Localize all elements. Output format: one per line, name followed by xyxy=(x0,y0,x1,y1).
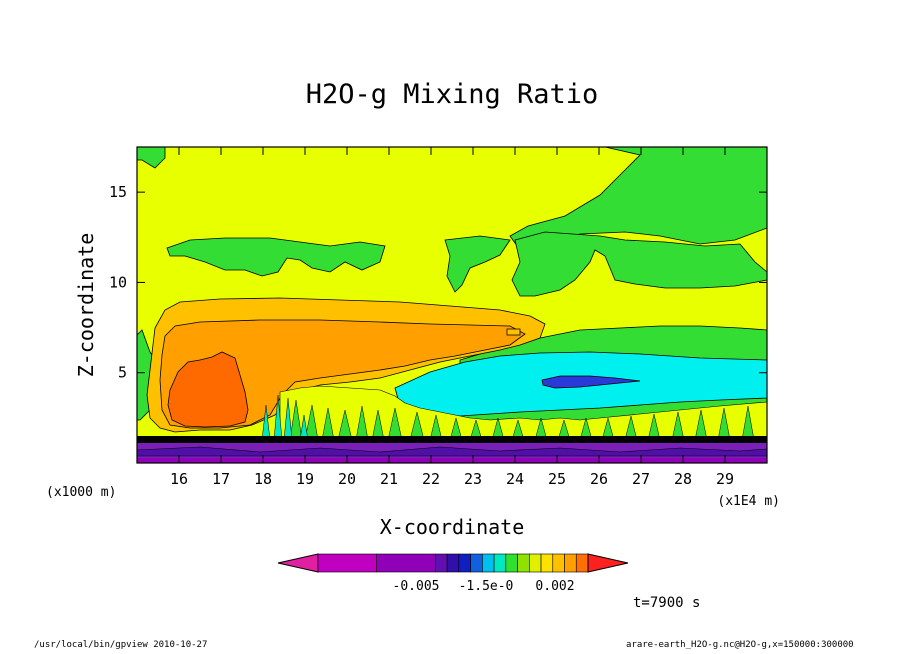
y-tick-label: 10 xyxy=(109,273,127,291)
colorbar-max-arrow xyxy=(587,553,629,573)
colorbar-segment xyxy=(470,553,483,573)
x-tick-label: 20 xyxy=(338,470,356,488)
colorbar-label: -0.005 xyxy=(393,579,440,594)
x-tick-label: 26 xyxy=(590,470,608,488)
colorbar xyxy=(277,553,629,573)
colorbar-label: 0.002 xyxy=(535,579,574,594)
colorbar-segment xyxy=(517,553,530,573)
x-tick-label: 19 xyxy=(296,470,314,488)
x-tick-label: 18 xyxy=(254,470,272,488)
time-label: t=7900 s xyxy=(633,595,701,611)
x-axis-label: X-coordinate xyxy=(380,515,525,539)
x-tick-label: 17 xyxy=(212,470,230,488)
x-tick-label: 29 xyxy=(716,470,734,488)
colorbar-segment xyxy=(564,553,577,573)
colorbar-segment xyxy=(458,553,471,573)
colorbar-segment xyxy=(540,553,554,573)
x-unit-label: (x1E4 m) xyxy=(717,494,780,509)
colorbar-segment xyxy=(317,553,377,573)
x-tick-label: 25 xyxy=(548,470,566,488)
x-tick-label: 23 xyxy=(464,470,482,488)
x-tick-label: 27 xyxy=(632,470,650,488)
y-tick-label: 15 xyxy=(109,183,127,201)
y-axis-ticks xyxy=(137,191,767,374)
x-tick-label: 28 xyxy=(674,470,692,488)
colorbar-segment xyxy=(505,553,518,573)
y-tick-label: 5 xyxy=(118,364,127,382)
colorbar-segment xyxy=(446,553,460,573)
colorbar-segment xyxy=(552,553,565,573)
y-tick-labels: 5 10 15 xyxy=(109,183,127,382)
footer-source: arare-earth_H2O-g.nc@H2O-g,x=150000:3000… xyxy=(626,640,854,650)
colorbar-segment xyxy=(435,553,448,573)
y-axis-label: Z-coordinate xyxy=(74,233,98,378)
footer-command: /usr/local/bin/gpview 2010-10-27 xyxy=(34,640,208,650)
colorbar-label: -1.5e-0 xyxy=(459,579,514,594)
x-tick-labels: 16 17 18 19 20 21 22 23 24 25 26 27 28 29 xyxy=(170,470,734,488)
colorbar-labels: -0.005 -1.5e-0 0.002 xyxy=(393,579,575,594)
x-tick-label: 22 xyxy=(422,470,440,488)
chart-title: H2O-g Mixing Ratio xyxy=(306,79,599,110)
colorbar-segment xyxy=(529,553,542,573)
colorbar-min-arrow xyxy=(277,553,319,573)
y-unit-label: (x1000 m) xyxy=(46,485,116,500)
x-axis-ticks xyxy=(178,147,726,463)
colorbar-segment xyxy=(575,553,589,573)
contour-field xyxy=(137,147,767,463)
colorbar-segment xyxy=(376,553,436,573)
x-tick-label: 24 xyxy=(506,470,524,488)
colorbar-segment xyxy=(482,553,495,573)
x-tick-label: 16 xyxy=(170,470,188,488)
x-tick-label: 21 xyxy=(380,470,398,488)
plot-frame xyxy=(136,146,768,464)
colorbar-segment xyxy=(493,553,507,573)
